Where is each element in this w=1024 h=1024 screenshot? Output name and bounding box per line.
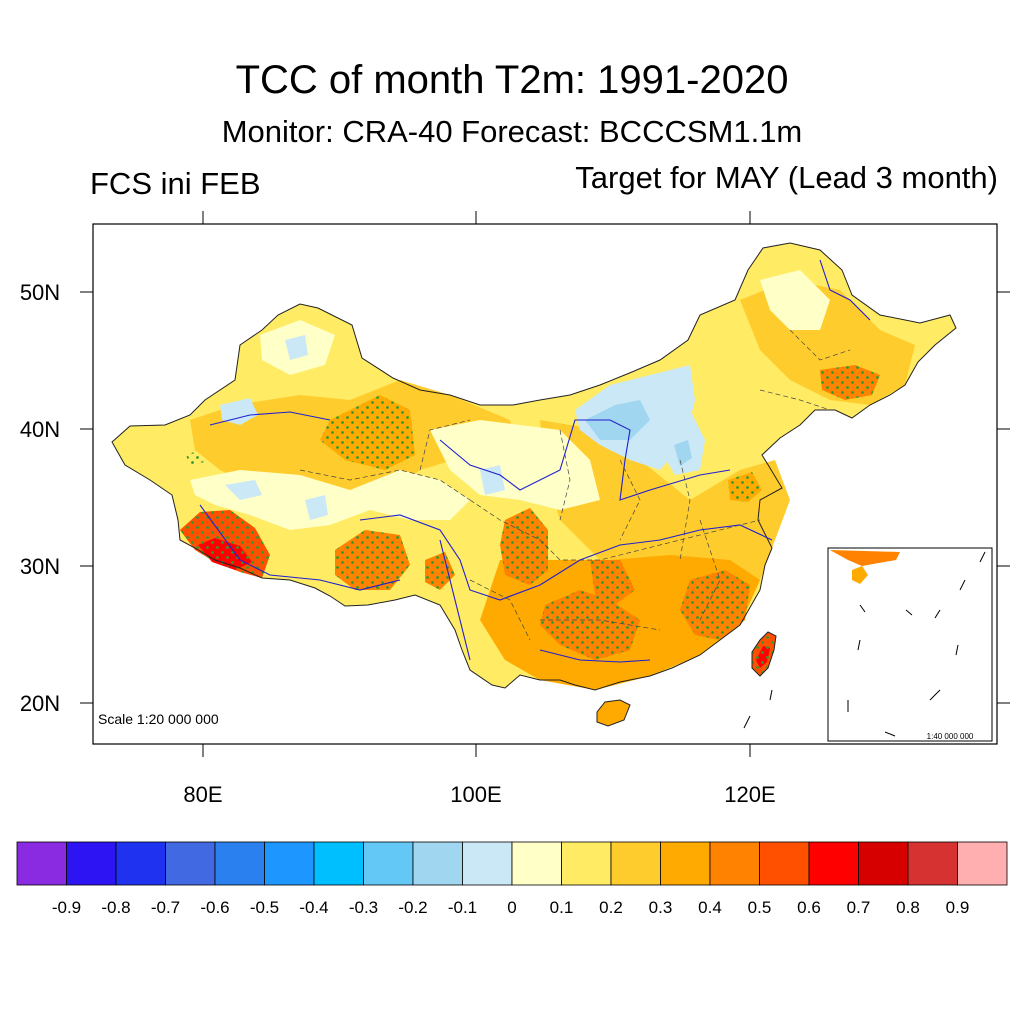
colorbar-swatch: [858, 841, 909, 886]
lat-tick-30n: 30N: [20, 554, 60, 579]
colorbar-label: -0.9: [52, 898, 81, 917]
colorbar-swatch: [16, 841, 67, 886]
colorbar-label: -0.5: [250, 898, 279, 917]
inset-coast: [830, 550, 900, 566]
colorbar-label: -0.8: [101, 898, 130, 917]
colorbar-swatch: [660, 841, 711, 886]
colorbar-swatch: [561, 841, 612, 886]
inner-mongolia-neg2: [585, 400, 650, 440]
colorbar-label: 0.3: [649, 898, 673, 917]
lon-tick-120e: 120E: [724, 782, 775, 807]
yarlung-river: [199, 504, 401, 591]
mekong-river: [439, 539, 471, 661]
yellow-river: [439, 419, 731, 501]
colorbar-label: 0: [507, 898, 516, 917]
colorbar-label: -0.3: [349, 898, 378, 917]
map-subtitle: Monitor: CRA-40 Forecast: BCCCSM1.1m: [221, 114, 803, 149]
xinjiang-neg: [220, 398, 258, 425]
lat-tick-40n: 40N: [20, 417, 60, 442]
colorbar-swatch: [363, 841, 414, 886]
significance-stippling: [180, 365, 880, 676]
hainan: [597, 700, 630, 726]
colorbar-label: 0.9: [946, 898, 970, 917]
lon-tick-80e: 80E: [183, 782, 222, 807]
colorbar-swatch: [264, 841, 315, 886]
shanxi-neg-core: [674, 440, 692, 466]
altai-neg: [285, 335, 308, 360]
colorbar-swatch: [66, 841, 117, 886]
taiwan-border: [751, 631, 777, 677]
colorbar-label: 0.7: [847, 898, 871, 917]
colorbar-label: -0.2: [398, 898, 427, 917]
map-scale-label: Scale 1:20 000 000: [98, 711, 219, 727]
northeast-low: [760, 270, 830, 330]
tibet-neg: [225, 480, 262, 500]
tarim-river: [209, 411, 331, 426]
lat-tick-20n: 20N: [20, 691, 60, 716]
tibet-neg2: [305, 495, 328, 520]
south-china-sea-inset: [827, 547, 993, 742]
colorbar-label: -0.6: [200, 898, 229, 917]
inset-hainan: [852, 566, 868, 584]
colorbar-swatch: [214, 841, 265, 886]
axis-ticks: [80, 211, 1010, 757]
colorbar-swatch: [709, 841, 760, 886]
colorbar-label: -0.7: [151, 898, 180, 917]
init-month-label: FCS ini FEB: [90, 166, 261, 201]
colorbar-label: 0.5: [748, 898, 772, 917]
colorbar-label: 0.2: [599, 898, 623, 917]
china-border: [111, 242, 957, 691]
central-low: [430, 420, 600, 510]
lat-tick-50n: 50N: [20, 280, 60, 305]
rivers: [199, 259, 871, 663]
colorbar-swatch: [165, 841, 216, 886]
yangtze-river: [359, 514, 773, 601]
hainan-border: [596, 699, 631, 727]
qinghai-neg: [480, 465, 505, 495]
target-month-label: Target for MAY (Lead 3 month): [575, 160, 998, 195]
province-borders: [299, 329, 851, 641]
colorbar-swatch: [907, 841, 958, 886]
colorbar-swatch: [462, 841, 513, 886]
colorbar-swatch: [610, 841, 661, 886]
colorbar-swatch: [957, 841, 1008, 886]
colorbar-label: 0.6: [797, 898, 821, 917]
colorbar-swatch: [511, 841, 562, 886]
map-title: TCC of month T2m: 1991-2020: [235, 58, 789, 102]
lon-tick-100e: 100E: [450, 782, 501, 807]
colorbar-swatch: [313, 841, 364, 886]
songhua-river: [819, 259, 871, 321]
colorbar-label: 0.4: [698, 898, 722, 917]
colorbar-swatch: [808, 841, 859, 886]
colorbar-label: 0.8: [896, 898, 920, 917]
inset-scale: 1:40 000 000: [927, 732, 974, 741]
pearl-river: [539, 649, 651, 663]
colorbar-labels: -0.9 -0.8 -0.7 -0.6 -0.5 -0.4 -0.3 -0.2 -0.1 0 0.1…: [52, 898, 969, 917]
colorbar-swatch: [412, 841, 463, 886]
colorbar-label: 0.1: [550, 898, 574, 917]
colorbar-label: -0.4: [299, 898, 328, 917]
colorbar-label: -0.1: [448, 898, 477, 917]
colorbar-swatch: [115, 841, 166, 886]
colorbar: [16, 841, 1008, 886]
colorbar-swatch: [759, 841, 810, 886]
